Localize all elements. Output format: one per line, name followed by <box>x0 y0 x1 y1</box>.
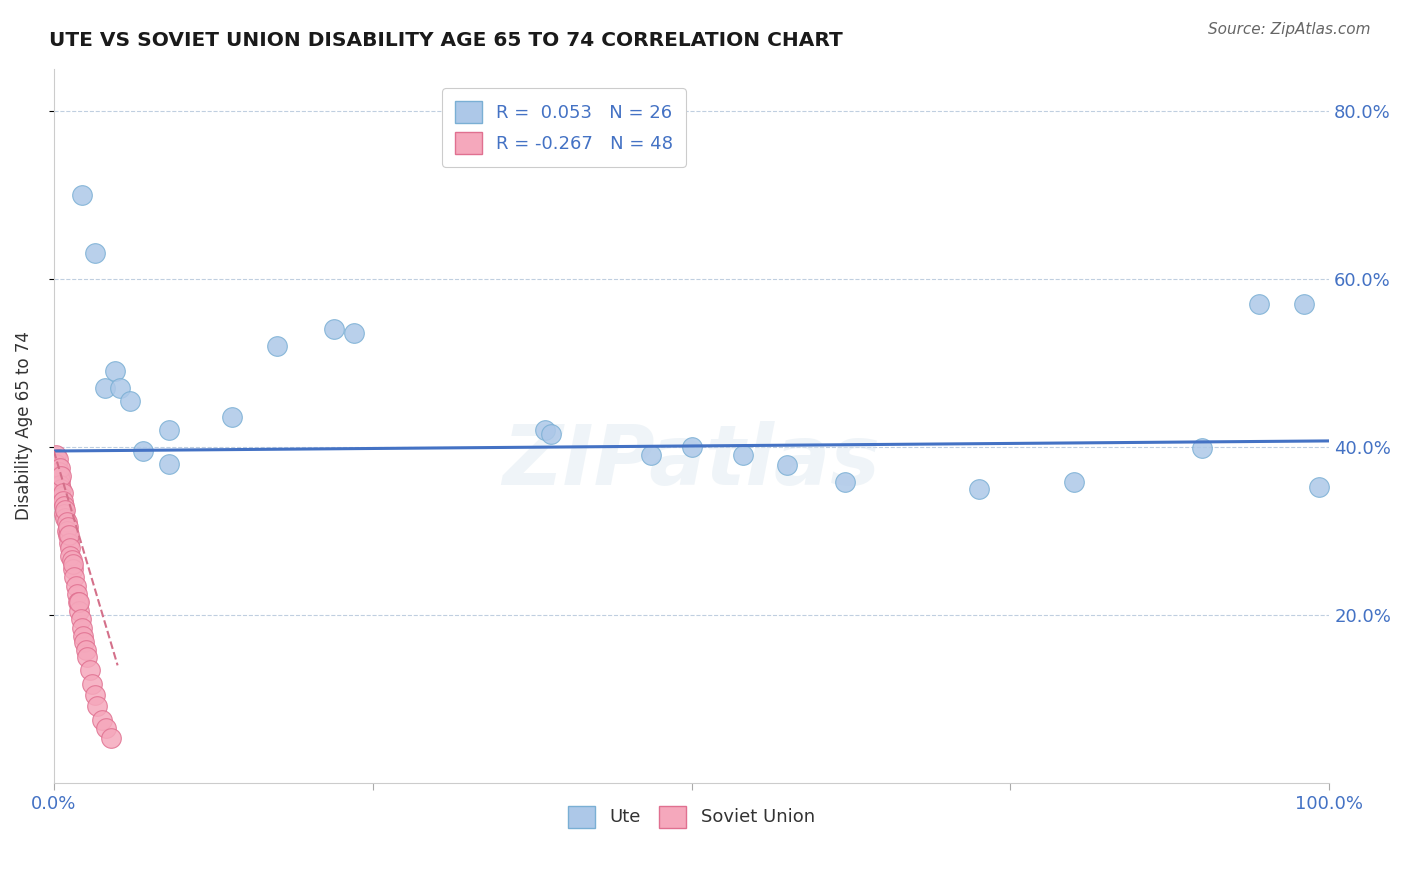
Point <box>221 410 243 425</box>
Point <box>49 474 72 488</box>
Point <box>55 524 77 538</box>
Point <box>67 595 90 609</box>
Point <box>56 519 79 533</box>
Point <box>534 423 557 437</box>
Point <box>1249 297 1271 311</box>
Point <box>266 339 288 353</box>
Point <box>51 482 73 496</box>
Point <box>91 713 114 727</box>
Point <box>100 731 122 746</box>
Point <box>79 663 101 677</box>
Point <box>94 381 117 395</box>
Point <box>157 423 180 437</box>
Point <box>1308 480 1330 494</box>
Point <box>1191 442 1213 456</box>
Point <box>51 469 73 483</box>
Point <box>62 562 84 576</box>
Point <box>1292 297 1315 311</box>
Point <box>731 448 754 462</box>
Point <box>45 457 67 471</box>
Point <box>58 528 80 542</box>
Point <box>48 469 70 483</box>
Point <box>58 536 80 550</box>
Point <box>83 688 105 702</box>
Point <box>76 649 98 664</box>
Point <box>132 444 155 458</box>
Point <box>60 553 83 567</box>
Point <box>157 457 180 471</box>
Point <box>67 604 90 618</box>
Point <box>66 587 89 601</box>
Point <box>73 635 96 649</box>
Point <box>46 452 69 467</box>
Point <box>104 364 127 378</box>
Point <box>62 558 84 572</box>
Point <box>342 326 364 341</box>
Text: Source: ZipAtlas.com: Source: ZipAtlas.com <box>1208 22 1371 37</box>
Point <box>67 595 90 609</box>
Text: ZIPatlas: ZIPatlas <box>502 421 880 502</box>
Point <box>108 381 131 395</box>
Point <box>834 475 856 489</box>
Point <box>53 507 76 521</box>
Point <box>53 511 76 525</box>
Point <box>46 460 69 475</box>
Point <box>53 503 76 517</box>
Point <box>56 528 79 542</box>
Point <box>59 541 82 555</box>
Point <box>52 486 75 500</box>
Point <box>63 570 86 584</box>
Point <box>59 549 82 563</box>
Point <box>70 187 93 202</box>
Point <box>55 516 77 530</box>
Point <box>540 427 562 442</box>
Point <box>52 494 75 508</box>
Point <box>69 612 91 626</box>
Point <box>640 448 662 462</box>
Point <box>45 448 67 462</box>
Point <box>48 465 70 479</box>
Point <box>120 393 142 408</box>
Point <box>323 322 346 336</box>
Point <box>681 440 703 454</box>
Point <box>82 677 104 691</box>
Point <box>1063 475 1085 489</box>
Point <box>83 246 105 260</box>
Point <box>86 698 108 713</box>
Y-axis label: Disability Age 65 to 74: Disability Age 65 to 74 <box>15 331 32 520</box>
Point <box>70 621 93 635</box>
Point <box>776 458 799 473</box>
Text: UTE VS SOVIET UNION DISABILITY AGE 65 TO 74 CORRELATION CHART: UTE VS SOVIET UNION DISABILITY AGE 65 TO… <box>49 31 844 50</box>
Point <box>49 477 72 491</box>
Point <box>51 490 73 504</box>
Legend: Ute, Soviet Union: Ute, Soviet Union <box>561 798 823 835</box>
Point <box>72 629 94 643</box>
Point <box>65 578 87 592</box>
Point <box>967 482 990 496</box>
Point <box>53 499 76 513</box>
Point <box>94 722 117 736</box>
Point <box>49 460 72 475</box>
Point <box>75 643 97 657</box>
